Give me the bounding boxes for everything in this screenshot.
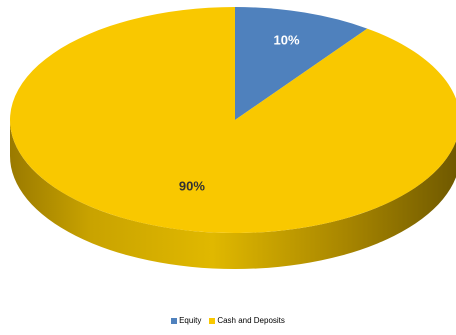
data-label-equity: 10%	[273, 33, 299, 48]
legend: Equity Cash and Deposits	[0, 316, 456, 325]
legend-item-cash-and-deposits: Cash and Deposits	[209, 316, 285, 325]
pie-side-cash-and-deposits	[10, 120, 456, 269]
pie-slice-cash-and-deposits	[10, 7, 456, 233]
pie-top-layer	[10, 7, 456, 233]
pie-side-layer	[10, 120, 456, 269]
data-label-cash-and-deposits: 90%	[179, 179, 205, 194]
legend-swatch-cash-and-deposits	[209, 317, 216, 324]
pie-label-layer: 10% 90%	[179, 33, 300, 194]
legend-swatch-equity	[171, 317, 178, 324]
pie-slice-equity	[235, 7, 368, 120]
legend-item-equity: Equity	[171, 316, 201, 325]
legend-label-cash-and-deposits: Cash and Deposits	[217, 316, 285, 325]
legend-label-equity: Equity	[179, 316, 202, 325]
